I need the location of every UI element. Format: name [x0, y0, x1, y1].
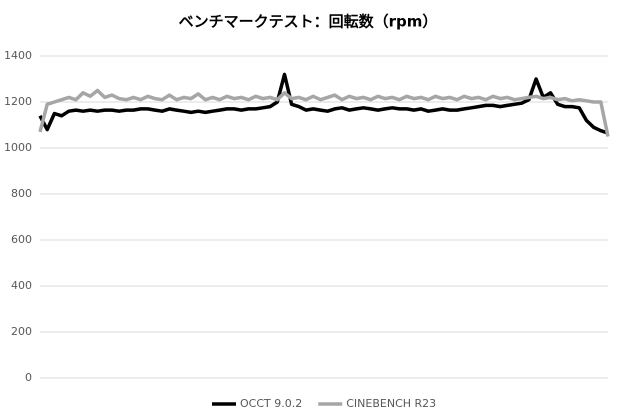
- y-tick-label: 0: [25, 371, 32, 384]
- legend-label: CINEBENCH R23: [346, 397, 436, 410]
- y-tick-label: 1400: [4, 49, 32, 62]
- legend-label: OCCT 9.0.2: [240, 397, 302, 410]
- y-tick-label: 800: [11, 187, 32, 200]
- y-tick-label: 400: [11, 279, 32, 292]
- y-tick-label: 600: [11, 233, 32, 246]
- line-series: [38, 72, 609, 135]
- y-tick-label: 1200: [4, 95, 32, 108]
- y-tick-label: 1000: [4, 141, 32, 154]
- chart-title: ベンチマークテスト：回転数（rpm）: [179, 13, 438, 31]
- y-tick-label: 200: [11, 325, 32, 338]
- line-series: [38, 88, 610, 137]
